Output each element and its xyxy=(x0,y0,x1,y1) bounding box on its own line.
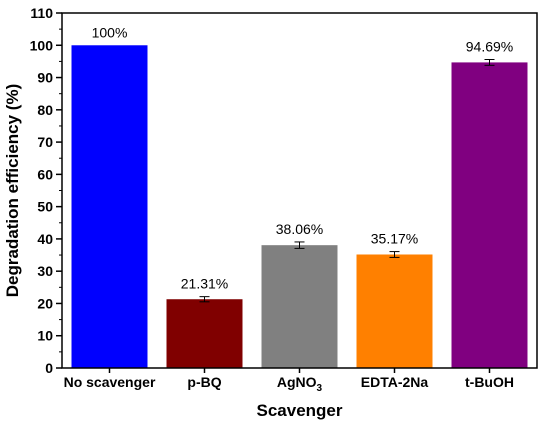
x-tick-label: EDTA-2Na xyxy=(361,374,429,390)
y-tick-label: 70 xyxy=(37,134,53,150)
x-tick-label: No scavenger xyxy=(64,374,156,390)
y-tick-label: 110 xyxy=(30,5,53,21)
y-tick-label: 20 xyxy=(37,295,53,311)
y-axis-ticks: 0 10 20 30 40 50 60 70 80 90 100 110 xyxy=(30,5,62,376)
y-tick-label: 50 xyxy=(37,199,53,215)
data-label: 94.69% xyxy=(466,39,513,55)
bar xyxy=(356,254,433,368)
y-tick-label: 90 xyxy=(37,70,53,86)
error-bar xyxy=(199,296,210,303)
bar xyxy=(71,45,148,368)
data-label: 35.17% xyxy=(371,231,418,247)
y-tick-label: 0 xyxy=(45,360,53,376)
y-tick-label: 60 xyxy=(37,166,53,182)
bar xyxy=(261,245,338,368)
plot-frame xyxy=(61,12,538,369)
data-label: 38.06% xyxy=(276,221,323,237)
y-tick-label: 80 xyxy=(37,102,53,118)
bar xyxy=(451,62,528,368)
y-tick-label: 40 xyxy=(37,231,53,247)
x-tick-label: t-BuOH xyxy=(465,374,514,390)
error-bar xyxy=(389,251,400,258)
y-tick-label: 30 xyxy=(37,263,53,279)
y-axis-title: Degradation efficiency (%) xyxy=(3,84,22,298)
error-bar xyxy=(294,241,305,249)
y-tick-label: 100 xyxy=(30,37,54,53)
error-bar xyxy=(484,59,495,66)
y-tick-label: 10 xyxy=(37,328,53,344)
data-label: 100% xyxy=(92,24,128,40)
bar xyxy=(166,299,243,368)
bars: 100% 21.31% 38.06% 35.17% 94.69% xyxy=(71,24,528,368)
x-axis-title: Scavenger xyxy=(257,401,343,420)
x-tick-label: AgNO3 xyxy=(277,374,323,394)
x-tick-label: p-BQ xyxy=(187,374,221,390)
x-axis-tick-labels: No scavenger p-BQ AgNO3 EDTA-2Na t-BuOH xyxy=(64,368,514,394)
data-label: 21.31% xyxy=(181,276,228,292)
